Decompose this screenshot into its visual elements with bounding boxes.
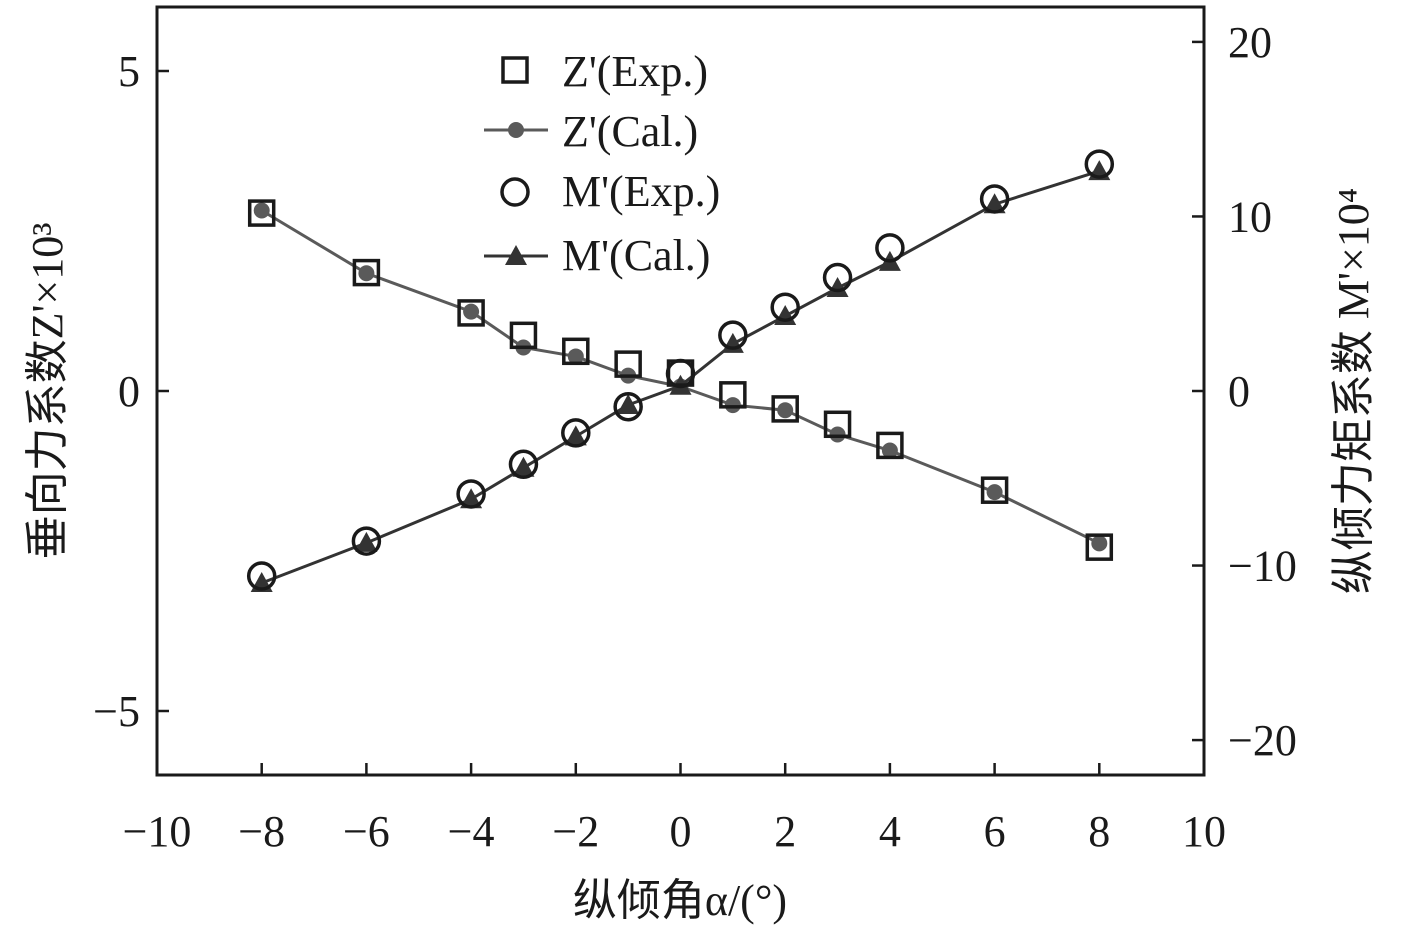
y-right-tick-label: 10 — [1228, 192, 1272, 241]
legend-marker-m-exp — [500, 177, 530, 207]
legend-marker-z-exp — [501, 56, 529, 84]
legend-marker-z-cal — [508, 122, 524, 138]
data-point-z-cal — [829, 426, 846, 443]
data-point-m-exp — [613, 391, 643, 422]
data-point-m-exp — [246, 561, 277, 591]
data-point-z-cal — [567, 348, 584, 365]
y-left-tick-label: 0 — [118, 367, 140, 416]
y-right-tick-label: −10 — [1228, 542, 1297, 591]
data-point-m-exp — [508, 449, 539, 480]
x-tick-label: 4 — [879, 807, 901, 856]
legend-marker-m-cal — [505, 245, 527, 265]
x-tick-label: −6 — [343, 807, 390, 856]
x-tick-label: −10 — [123, 807, 192, 856]
data-point-m-cal — [983, 193, 1006, 214]
y-right-tick-label: −20 — [1228, 716, 1297, 765]
x-tick-label: 8 — [1088, 807, 1110, 856]
legend-label-z-cal: Z'(Cal.) — [562, 107, 698, 156]
y-axis-title-left: 垂向力系数Z'×10³ — [23, 223, 72, 560]
data-point-z-cal — [1091, 535, 1108, 552]
data-point-m-cal — [617, 393, 640, 414]
data-point-m-exp — [875, 233, 905, 263]
data-point-z-exp — [771, 395, 799, 423]
data-point-z-exp — [876, 431, 904, 460]
data-point-m-exp — [718, 320, 748, 350]
y-left-tick-label: −5 — [93, 687, 140, 736]
data-point-z-exp — [562, 337, 590, 366]
legend-label-z-exp: Z'(Exp.) — [562, 47, 708, 96]
y-left-tick-label: 5 — [118, 47, 140, 96]
data-point-z-cal — [986, 484, 1003, 501]
y-right-tick-label: 20 — [1228, 18, 1272, 67]
data-point-z-exp — [823, 410, 852, 439]
data-point-m-exp — [822, 262, 853, 293]
data-point-z-exp — [509, 321, 538, 350]
x-tick-label: 2 — [774, 807, 796, 856]
data-point-m-exp — [351, 526, 382, 556]
data-point-m-cal — [460, 488, 483, 509]
y-axis-title-right: 纵倾力矩系数 M'×10⁴ — [1329, 188, 1378, 594]
legend: Z'(Exp.) Z'(Cal.) M'(Exp.) M'(Cal.) — [484, 47, 720, 280]
legend-label-m-exp: M'(Exp.) — [562, 167, 720, 216]
x-tick-label: −8 — [238, 807, 285, 856]
data-point-z-cal — [358, 265, 375, 282]
data-point-z-exp — [247, 199, 276, 227]
series-layer — [246, 149, 1115, 592]
data-point-z-exp — [1085, 533, 1114, 561]
data-point-z-exp — [457, 299, 485, 327]
data-point-z-cal — [881, 442, 898, 459]
data-point-m-cal — [564, 425, 587, 446]
data-point-z-cal — [777, 402, 794, 419]
data-point-z-exp — [352, 258, 381, 287]
data-point-m-exp — [561, 418, 591, 448]
data-point-z-cal — [724, 397, 741, 414]
data-point-m-exp — [770, 292, 800, 322]
x-tick-label: −4 — [448, 807, 495, 856]
x-tick-label: 0 — [670, 807, 692, 856]
x-tick-label: 6 — [984, 807, 1006, 856]
data-point-m-cal — [355, 531, 378, 552]
x-axis-title: 纵倾角α/(°) — [573, 876, 787, 925]
x-tick-label: 10 — [1182, 807, 1226, 856]
data-point-z-cal — [463, 303, 480, 320]
y-right-tick-label: 0 — [1228, 367, 1250, 416]
data-point-m-exp — [665, 358, 696, 389]
data-point-m-exp — [456, 479, 486, 509]
data-point-m-exp — [979, 184, 1010, 214]
data-point-z-exp — [614, 350, 642, 378]
data-point-m-cal — [826, 277, 849, 298]
data-point-z-cal — [253, 202, 270, 219]
x-tick-label: −2 — [552, 807, 599, 856]
data-point-z-exp — [719, 381, 747, 409]
data-point-m-exp — [1084, 149, 1115, 179]
data-point-z-exp — [980, 476, 1009, 504]
data-point-m-cal — [512, 456, 535, 477]
legend-label-m-cal: M'(Cal.) — [562, 231, 710, 280]
